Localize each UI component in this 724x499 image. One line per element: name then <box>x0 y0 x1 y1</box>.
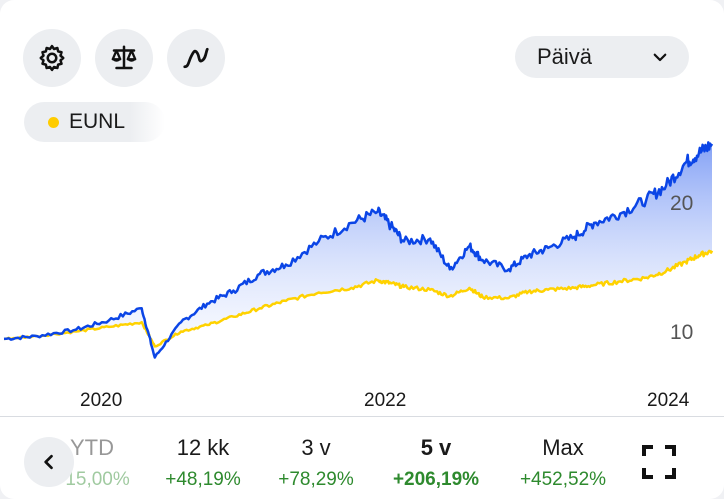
tab-label: YTD <box>70 435 114 460</box>
y-tick-label: 10 <box>670 321 694 344</box>
period-select-value: Päivä <box>537 44 593 69</box>
tab-12kk[interactable]: 12 kk +48,19% <box>143 430 263 494</box>
series-line-main <box>3 141 714 359</box>
scale-icon <box>111 45 137 70</box>
legend-item-eunl[interactable]: EUNL <box>24 102 166 142</box>
settings-button[interactable] <box>23 29 81 87</box>
tab-max[interactable]: Max +452,52% <box>503 430 623 494</box>
chart-type-button[interactable] <box>167 29 225 87</box>
tab-ytd[interactable]: YTD +15,00% <box>32 430 152 494</box>
tab-5v[interactable]: 5 v +206,19% <box>376 430 496 494</box>
x-tick-label: 2020 <box>80 390 123 411</box>
legend-label: EUNL <box>69 110 126 133</box>
tab-return: +206,19% <box>392 469 480 490</box>
x-tick-label: 2024 <box>647 390 690 411</box>
period-tabs: YTD +15,00% 12 kk +48,19% 3 v +78,29% 5 … <box>0 430 724 499</box>
chevron-left-icon <box>44 454 53 470</box>
chevron-down-icon <box>653 53 667 62</box>
scroll-left-button[interactable] <box>24 437 74 487</box>
price-chart[interactable] <box>0 130 724 390</box>
tab-return: +452,52% <box>519 469 607 490</box>
series-line-eunl <box>3 249 714 348</box>
tab-return: +48,19% <box>165 469 241 490</box>
y-tick-label: 20 <box>670 192 694 215</box>
x-tick-label: 2022 <box>364 390 407 411</box>
main-series-area <box>4 142 712 358</box>
gear-icon <box>39 44 65 72</box>
wave-line-icon <box>183 47 209 69</box>
fullscreen-icon[interactable] <box>641 444 677 480</box>
tab-label: 3 v <box>301 435 331 460</box>
tab-label: 12 kk <box>176 435 230 460</box>
tab-label: 5 v <box>420 435 452 460</box>
legend-dot <box>48 116 59 128</box>
period-select[interactable]: Päivä <box>515 36 689 78</box>
divider <box>0 416 724 417</box>
tab-3v[interactable]: 3 v +78,29% <box>256 430 376 494</box>
compare-button[interactable] <box>95 29 153 87</box>
tab-return: +15,00% <box>54 469 130 490</box>
tab-label: Max <box>542 435 584 460</box>
tab-return: +78,29% <box>278 469 354 490</box>
